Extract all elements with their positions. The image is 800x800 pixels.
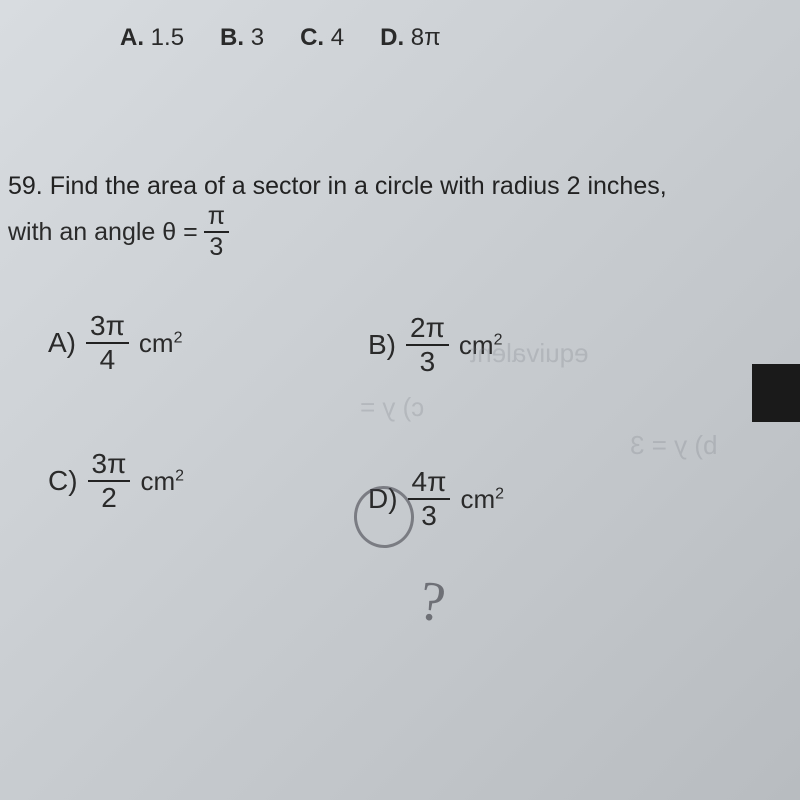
question-59-choices: A) 3π 4 cm2 B) 2π 3 cm2 C) 3π [48,310,760,586]
fraction-numerator: 3π [88,450,131,482]
fraction-denominator: 4 [96,344,120,374]
unit-label: cm2 [140,466,184,497]
fraction-numerator: 3π [86,312,129,344]
unit-label: cm2 [139,328,183,359]
theta-fraction: π 3 [204,204,229,260]
choice-letter: A) [48,327,76,359]
question-stem-line1: 59. Find the area of a sector in a circl… [8,168,790,204]
question-number: 59. [8,172,43,200]
fraction-denominator: 3 [416,346,440,376]
choice-value: 3 [251,24,264,51]
prev-choice-b: B. 3 [220,24,264,52]
fraction-numerator: 4π [408,468,451,500]
prev-choice-c: C. 4 [300,24,344,52]
choice-letter: B) [368,329,396,361]
page-edge-shadow [752,364,800,422]
choice-letter: A. [120,24,144,51]
prev-choice-d: D. 8π [380,24,441,52]
choice-value: 8π [411,24,441,51]
question-text: with an angle θ = [8,218,198,247]
fraction-denominator: 2 [97,482,121,512]
question-stem-line2: with an angle θ = π 3 [8,204,790,260]
fraction-denominator: 3 [205,233,227,260]
choice-row-1: A) 3π 4 cm2 B) 2π 3 cm2 [48,310,760,376]
unit-label: cm2 [460,484,504,515]
choice-fraction: 4π 3 [408,468,451,530]
choice-fraction: 3π 4 [86,312,129,374]
choice-row-2: C) 3π 2 cm2 D) 4π 3 cm2 [48,432,760,530]
prev-question-choices: A. 1.5 B. 3 C. 4 D. 8π [120,24,760,52]
choice-d: D) 4π 3 cm2 [368,468,504,530]
choice-b: B) 2π 3 cm2 [368,314,502,376]
question-text: Find the area of a sector in a circle wi… [50,172,667,200]
choice-value: 4 [331,24,344,51]
prev-choice-a: A. 1.5 [120,24,184,52]
worksheet-page: A. 1.5 B. 3 C. 4 D. 8π 59. Find the area… [0,0,800,800]
question-59: 59. Find the area of a sector in a circl… [8,168,790,260]
choice-a: A) 3π 4 cm2 [48,310,368,376]
fraction-numerator: 2π [406,314,449,346]
choice-value: 1.5 [151,24,184,51]
choice-fraction: 2π 3 [406,314,449,376]
choice-letter: C) [48,465,78,497]
choice-letter: B. [220,24,244,51]
fraction-numerator: π [204,204,229,233]
choice-letter: D. [380,24,404,51]
choice-letter: C. [300,24,324,51]
choice-c: C) 3π 2 cm2 [48,432,368,530]
choice-letter: D) [368,483,398,515]
unit-label: cm2 [459,330,503,361]
fraction-denominator: 3 [417,500,441,530]
choice-fraction: 3π 2 [88,450,131,512]
